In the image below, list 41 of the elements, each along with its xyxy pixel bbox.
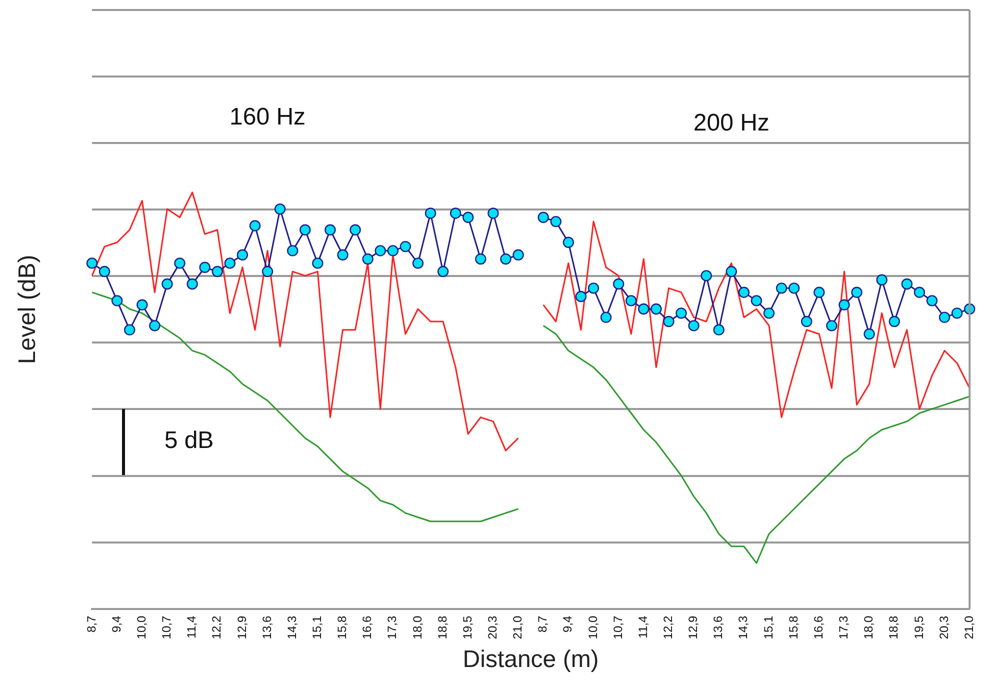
x-tick-label: 15,1 [310,616,324,640]
x-tick-label: 13,6 [711,616,726,640]
x-tick-label: 16,6 [360,616,374,640]
x-tick-label: 14,3 [736,616,750,640]
x-tick-label: 8,7 [536,616,550,633]
x-tick-label: 9,4 [560,616,575,633]
x-tick-label: 12,2 [661,616,676,640]
x-tick-label: 10,0 [134,616,148,640]
x-tick-label: 15,1 [761,616,776,640]
x-tick-label: 15,8 [335,616,350,640]
x-axis-title: Distance (m) [462,646,599,674]
x-tick-label: 21,0 [962,616,976,640]
x-tick-label: 9,4 [109,616,124,633]
x-tick-label: 18,0 [410,616,424,640]
x-tick-label: 12,9 [686,616,700,640]
x-tick-label: 12,9 [234,616,249,640]
x-tick-label: 16,6 [811,616,826,640]
x-tick-label: 18,0 [862,616,876,640]
x-tick-label: 8,7 [84,616,98,633]
x-tick-label: 10,7 [160,616,174,640]
x-tick-label: 17,3 [836,616,851,640]
x-tick-label: 19,5 [912,616,926,640]
x-tick-label: 11,4 [184,616,199,638]
x-tick-label: 17,3 [385,616,400,640]
x-tick-label: 13,6 [260,616,274,640]
x-tick-label: 18,8 [435,616,450,640]
text: 160 Hz [229,103,306,130]
x-tick-label: 12,2 [210,616,224,640]
y-axis-title: Level (dB) [14,254,42,364]
annotation: 5 dB [164,426,214,454]
x-tick-label: 11,4 [636,616,650,638]
x-tick-label: 10,7 [610,616,625,640]
x-tick-label: 10,0 [586,616,600,640]
x-tick-label: 15,8 [786,616,800,640]
x-tick-label: 14,3 [284,616,299,640]
text: 200 Hz [693,109,770,136]
x-tick-label: 18,8 [886,616,901,640]
x-tick-label: 20,3 [936,616,951,640]
x-tick-label: 21,0 [510,616,525,640]
x-tick-label: 20,3 [486,616,500,640]
x-tick-label: 19,5 [460,616,474,640]
